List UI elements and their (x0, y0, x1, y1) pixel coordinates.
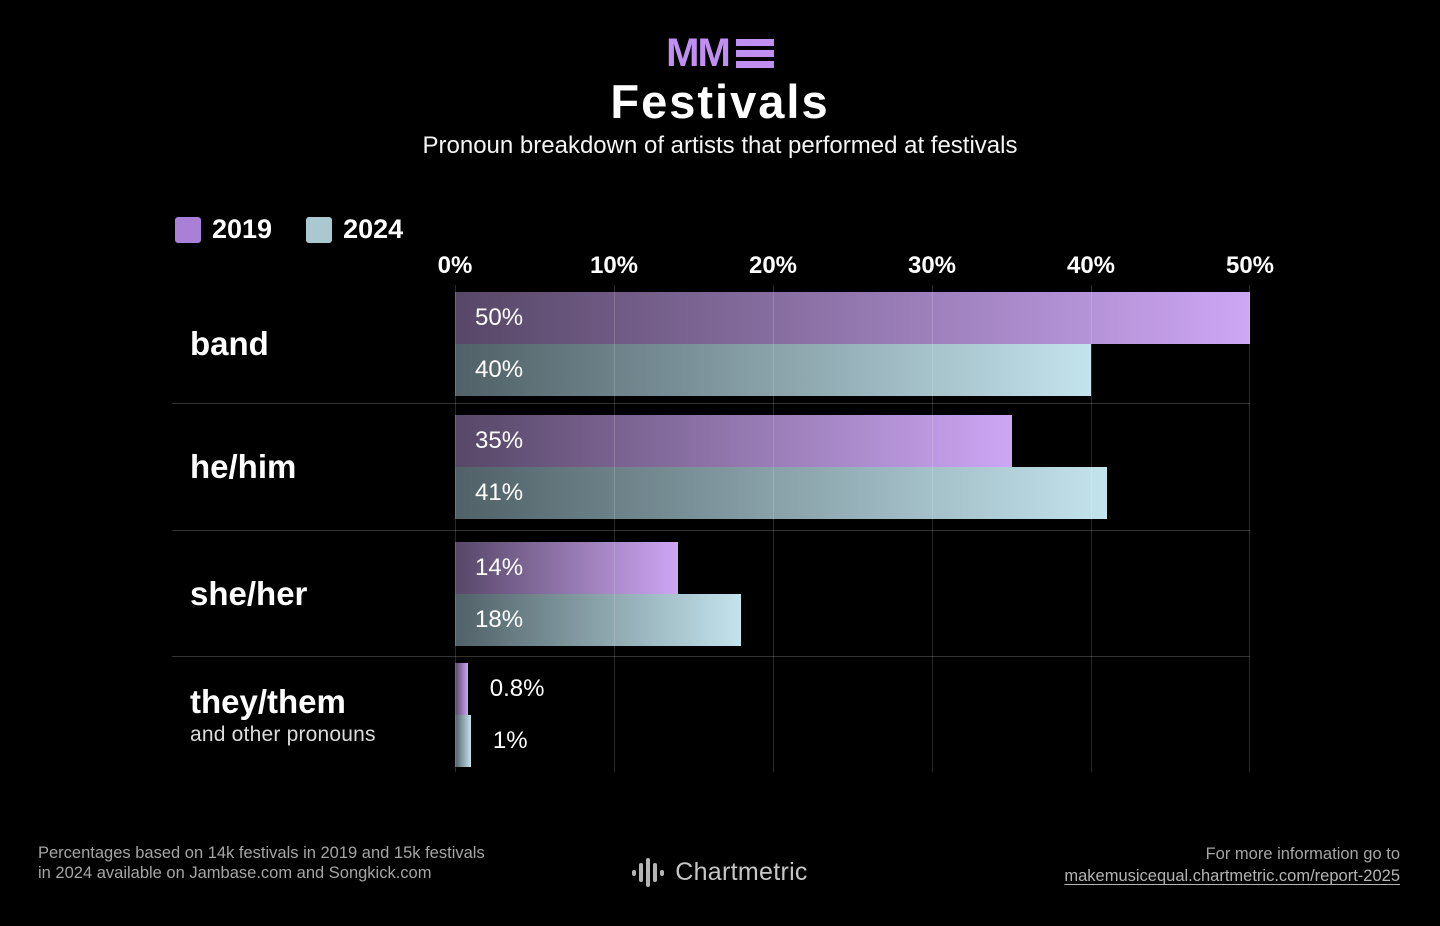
category-label: band (190, 324, 269, 362)
category-label: he/him (190, 447, 297, 485)
bar-pair: 35% 41% (455, 415, 1250, 519)
bar-2024-she-her: 18% (455, 593, 742, 646)
more-info: For more information go to makemusicequa… (1064, 843, 1400, 887)
category-label: she/her (190, 574, 308, 612)
mme-logo: MM (0, 31, 1440, 75)
chartmetric-brand: Chartmetric (0, 858, 1440, 887)
chart-row-she-her: she/her 14% 18% (172, 530, 1250, 656)
page-title: Festivals (610, 75, 830, 128)
legend-label: 2024 (343, 214, 404, 244)
chart-row-they-them: they/them and other pronouns 0.8% 1% (172, 656, 1250, 772)
bar-value-label: 1% (492, 726, 528, 754)
chart-row-he-him: he/him 35% 41% (172, 403, 1250, 530)
source-note: Percentages based on 14k festivals in 20… (38, 843, 485, 883)
legend-item-2019: 2019 (175, 214, 272, 245)
bar-value-label: 50% (475, 304, 524, 331)
bar-value-label: 14% (475, 553, 524, 581)
bar-value-label: 41% (475, 479, 524, 506)
x-tick-30%: 30% (907, 252, 957, 279)
page-subtitle: Pronoun breakdown of artists that perfor… (422, 132, 1018, 159)
mme-logo-e-bars-icon (735, 38, 774, 68)
bar-2019-she-her: 14% (455, 541, 678, 594)
bar-2019-he-him: 35% (455, 415, 1012, 467)
legend-swatch-2024 (306, 216, 333, 243)
audio-wave-icon (632, 858, 665, 887)
bar-2024-they-them (455, 714, 471, 767)
legend: 2019 2024 (175, 214, 403, 245)
bar-value-label: 35% (475, 427, 524, 454)
legend-label: 2019 (212, 214, 273, 244)
more-info-text: For more information go to (1205, 845, 1400, 863)
x-tick-40%: 40% (1066, 252, 1116, 279)
bar-pair: 50% 40% (455, 292, 1250, 396)
source-note-line1: Percentages based on 14k festivals in 20… (38, 844, 485, 862)
bar-value-label: 0.8% (489, 674, 545, 702)
source-note-line2: in 2024 available on Jambase.com and Son… (38, 864, 432, 882)
bar-value-label: 40% (475, 356, 524, 383)
bar-pair: 0.8% 1% (455, 662, 1250, 767)
bar-value-label: 18% (475, 605, 524, 633)
legend-item-2024: 2024 (306, 214, 403, 245)
bar-2024-band: 40% (455, 344, 1091, 396)
category-label: they/them and other pronouns (190, 682, 376, 746)
chart-row-band: band 50% 40% (172, 285, 1250, 403)
report-link[interactable]: makemusicequal.chartmetric.com/report-20… (1064, 867, 1400, 885)
bar-chart: band 50% 40% he/him 35% 41% she/her 14% 18% they/… (172, 285, 1250, 772)
bar-2019-they-them (455, 662, 468, 715)
chartmetric-wordmark: Chartmetric (675, 858, 808, 886)
bar-2024-he-him: 41% (455, 467, 1107, 519)
bar-pair: 14% 18% (455, 541, 1250, 646)
x-tick-20%: 20% (748, 252, 798, 279)
x-axis: 0% 10% 20% 30% 40% 50% (438, 252, 1274, 280)
legend-swatch-2019 (175, 216, 201, 243)
category-sublabel: and other pronouns (190, 722, 376, 746)
x-tick-50%: 50% (1225, 252, 1275, 279)
x-tick-0%: 0% (437, 252, 473, 279)
x-tick-10%: 10% (589, 252, 639, 279)
mme-logo-text: MM (666, 31, 731, 75)
bar-2019-band: 50% (455, 292, 1250, 344)
